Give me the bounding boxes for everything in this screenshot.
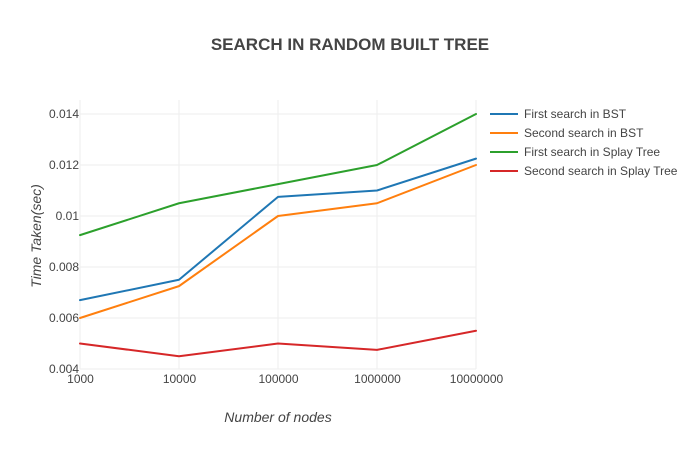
x-tick-label: 100000 bbox=[258, 372, 298, 386]
legend-item[interactable]: Second search in BST bbox=[490, 126, 644, 140]
x-tick-label: 10000 bbox=[163, 372, 197, 386]
x-tick-label: 1000 bbox=[67, 372, 94, 386]
legend-item[interactable]: First search in Splay Tree bbox=[490, 145, 660, 159]
legend[interactable]: First search in BST Second search in BST F… bbox=[490, 107, 678, 178]
series-line bbox=[79, 113, 477, 237]
x-tick-label: 10000000 bbox=[450, 372, 504, 386]
y-tick-label: 0.006 bbox=[49, 311, 79, 325]
x-axis-ticks: 1000 10000 100000 1000000 10000000 bbox=[67, 372, 503, 386]
series-line bbox=[79, 157, 477, 302]
y-tick-label: 0.014 bbox=[49, 107, 79, 121]
y-tick-label: 0.004 bbox=[49, 362, 79, 376]
y-tick-label: 0.012 bbox=[49, 158, 79, 172]
series-line bbox=[79, 164, 477, 319]
legend-label: First search in Splay Tree bbox=[524, 145, 660, 159]
legend-item[interactable]: First search in BST bbox=[490, 107, 627, 121]
legend-label: First search in BST bbox=[524, 107, 627, 121]
series-lines bbox=[79, 113, 477, 358]
series-line bbox=[79, 329, 477, 358]
chart-title: SEARCH IN RANDOM BUILT TREE bbox=[211, 35, 489, 54]
x-tick-label: 1000000 bbox=[354, 372, 401, 386]
y-tick-label: 0.01 bbox=[56, 209, 80, 223]
y-axis-ticks: 0.004 0.006 0.008 0.01 0.012 0.014 bbox=[49, 107, 79, 376]
legend-label: Second search in BST bbox=[524, 126, 644, 140]
y-tick-label: 0.008 bbox=[49, 260, 79, 274]
legend-label: Second search in Splay Tree bbox=[524, 164, 678, 178]
grid bbox=[79, 100, 477, 370]
x-axis-label: Number of nodes bbox=[224, 409, 331, 425]
legend-item[interactable]: Second search in Splay Tree bbox=[490, 164, 678, 178]
y-axis-label: Time Taken(sec) bbox=[28, 184, 44, 288]
